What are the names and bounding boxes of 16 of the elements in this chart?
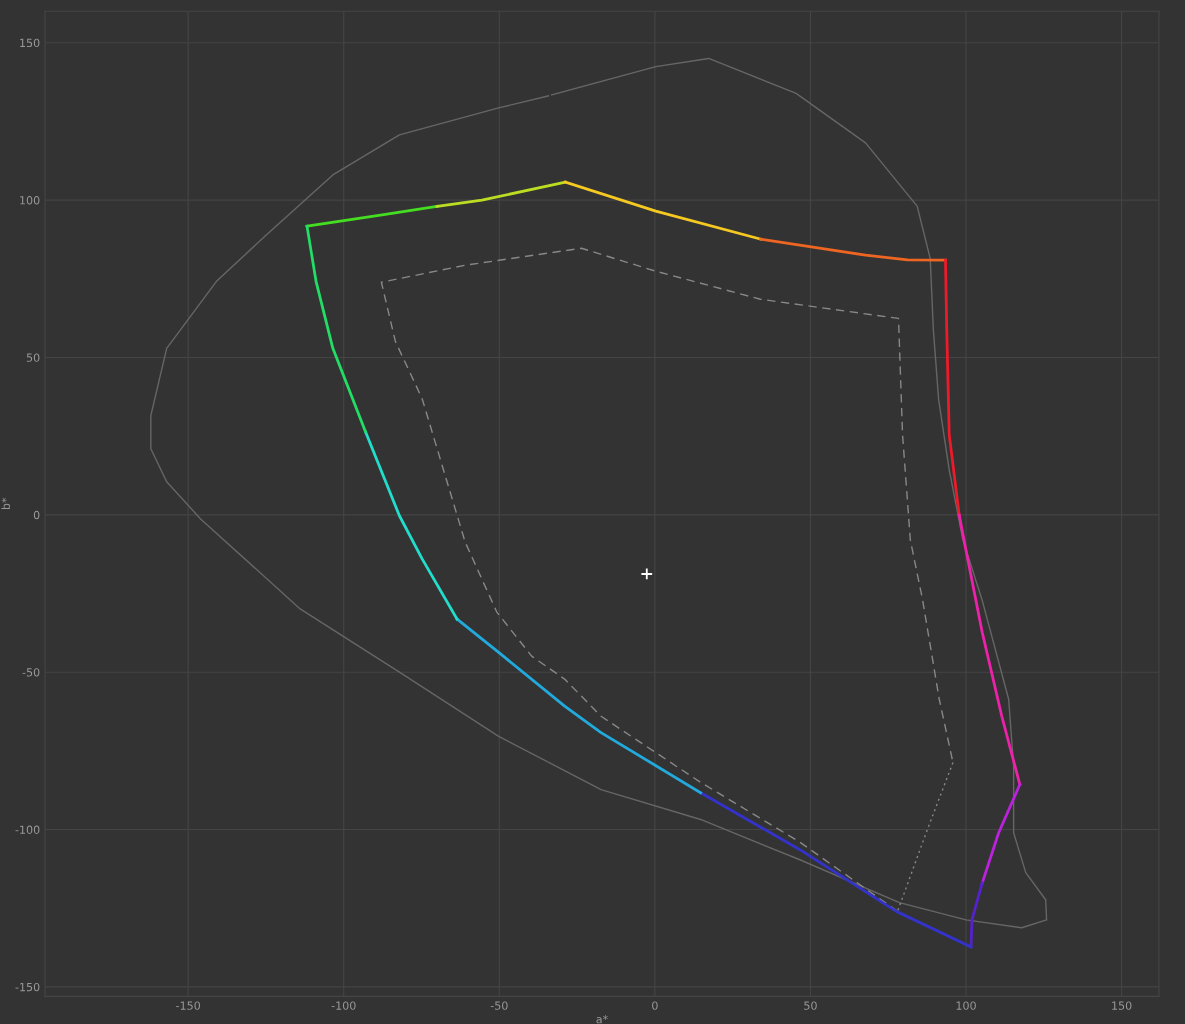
y-axis-title: b* <box>1 497 11 510</box>
x-tick-label: -100 <box>331 1001 356 1010</box>
x-tick-label: 0 <box>652 1001 658 1010</box>
y-tick-label: 50 <box>26 353 40 362</box>
x-tick-label: -50 <box>490 1001 508 1010</box>
y-tick-label: -50 <box>22 668 40 677</box>
x-axis-title: a* <box>596 1014 608 1024</box>
x-tick-label: 100 <box>956 1001 976 1010</box>
y-tick-label: -100 <box>15 825 40 834</box>
y-tick-label: 100 <box>20 196 40 205</box>
x-tick-label: 50 <box>804 1001 817 1010</box>
y-tick-label: -150 <box>15 982 40 992</box>
y-tick-label: 150 <box>20 38 40 48</box>
x-tick-label: 150 <box>1112 1001 1132 1010</box>
x-tick-label: -150 <box>176 1001 201 1010</box>
y-tick-label: 0 <box>33 510 40 520</box>
